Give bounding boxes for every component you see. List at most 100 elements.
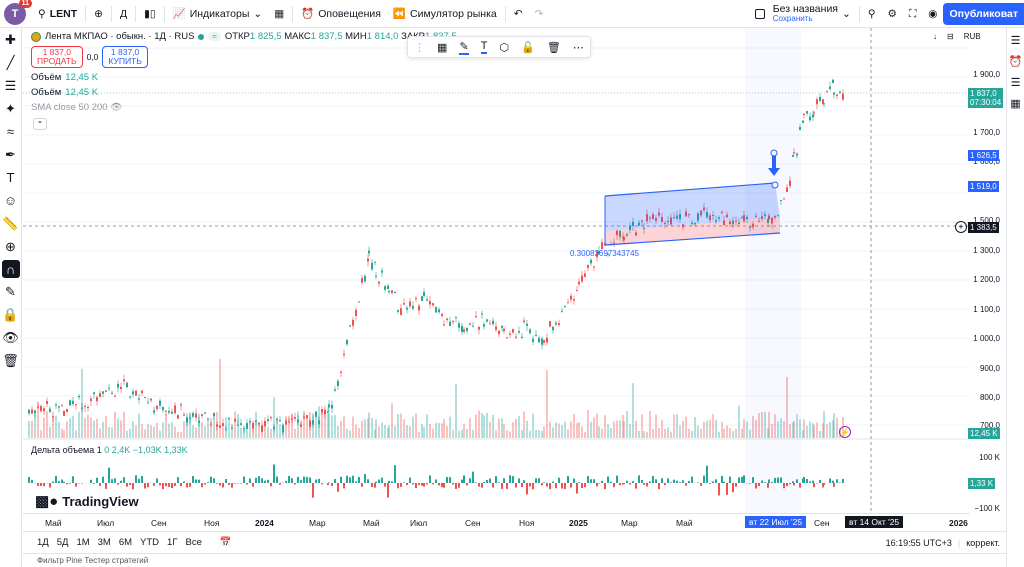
forecast-icon[interactable]: ≈ [6, 124, 15, 139]
eye-hidden-icon[interactable]: 👁 [110, 102, 123, 113]
calendar-icon[interactable]: ▦ [1010, 98, 1021, 110]
volume-bar [649, 410, 651, 438]
candle [515, 336, 517, 338]
brush-icon[interactable]: ✒ [5, 146, 16, 162]
text-icon[interactable]: T [6, 170, 15, 185]
delta-volume-legend[interactable]: Дельта объема 1 0 2,4K −1,03K 1,33K [31, 445, 188, 455]
clock[interactable]: 16:19:55 UTC+3 [885, 538, 952, 548]
candle [294, 417, 296, 419]
quick-search-button[interactable]: ⚲ [862, 0, 882, 28]
lock-drawing-icon[interactable]: ✎ [5, 283, 16, 299]
range-1m[interactable]: 1М [76, 537, 90, 548]
symbol-search[interactable]: ⚲ LENT [32, 0, 83, 28]
sell-button[interactable]: 1 837,0 ПРОДАТЬ [31, 46, 83, 68]
volume-bar [458, 430, 460, 438]
emoji-icon[interactable]: ☺ [3, 193, 18, 208]
templates-icon[interactable]: ▦ [437, 41, 448, 54]
volume-bar [758, 413, 760, 438]
range-5d[interactable]: 5Д [56, 537, 69, 548]
alerts-side-icon[interactable]: ⏰ [1008, 56, 1023, 68]
delta-bar [777, 477, 779, 483]
save-link[interactable]: Сохранить [772, 14, 813, 23]
delta-bar [331, 483, 333, 486]
buy-button[interactable]: 1 837,0 КУПИТЬ [102, 46, 148, 68]
symbol-title[interactable]: Лента МКПАО · обыкн. · 1Д · RUS [45, 31, 195, 42]
settings-button[interactable]: ⚙ [882, 0, 903, 28]
interval-button[interactable]: Д [114, 0, 133, 28]
range-1d[interactable]: 1Д [37, 537, 49, 548]
candle [409, 301, 411, 307]
collapse-legend-button[interactable]: ⌃ [33, 118, 47, 130]
delta-bar [789, 483, 791, 485]
volume-bar [117, 418, 119, 438]
drag-handle-icon[interactable]: ⋮ [414, 41, 426, 54]
chart-pane[interactable]: Лента МКПАО · обыкн. · 1Д · RUS ≈ ОТКР1 … [23, 28, 1004, 531]
range-3m[interactable]: 3М [97, 537, 111, 548]
fill-color-icon[interactable]: ✎ [459, 40, 469, 55]
indicator-volume-1[interactable]: Объём 12,45 K [31, 72, 99, 83]
candle [327, 411, 329, 413]
text-color-icon[interactable]: T [480, 40, 488, 54]
save-layout[interactable]: Без названия Сохранить ⌄ [749, 0, 857, 28]
candle [72, 400, 74, 405]
settings-icon[interactable]: ⬡ [499, 41, 510, 54]
volume-bar [590, 421, 592, 438]
publish-button[interactable]: Опубликоват [943, 3, 1024, 25]
bottom-panel-tabs[interactable]: Фильтр Pine Тестер стратегий [23, 553, 1006, 567]
arrow-down-icon[interactable]: ↓ [933, 32, 937, 41]
tradingview-logo[interactable]: ▩● TradingView [35, 493, 139, 510]
trash-icon[interactable]: 🗑 [2, 352, 19, 368]
watchlist-icon[interactable]: ☰ [1010, 35, 1021, 47]
redo-button[interactable]: ↷ [529, 0, 550, 28]
replay-button[interactable]: ⏪ Симулятор рынка [387, 0, 503, 28]
currency-label[interactable]: RUB [963, 32, 981, 41]
volume-bar [273, 397, 275, 438]
ruler-icon[interactable]: 📏 [2, 215, 19, 231]
trend-line-icon[interactable]: ╱ [6, 54, 15, 70]
layers-icon[interactable]: ☰ [1010, 77, 1021, 89]
delta-bar [210, 476, 212, 483]
delta-axis-label: 100 K [979, 453, 1000, 462]
eye-icon[interactable]: 👁 [2, 329, 19, 345]
lock-icon[interactable]: 🔒 [2, 306, 19, 322]
alerts-button[interactable]: ⏰ Оповещения [295, 0, 387, 28]
crosshair-icon[interactable]: ✚ [5, 31, 16, 47]
goto-date-icon[interactable]: 📅 [219, 537, 232, 548]
lightning-icon[interactable]: ⚡ [839, 426, 851, 438]
fullscreen-button[interactable]: ⛶ [903, 0, 922, 28]
range-6m[interactable]: 6М [118, 537, 133, 548]
collapse-icon[interactable]: ⊟ [947, 32, 954, 41]
more-icon[interactable]: ⋯ [572, 41, 584, 54]
candle [803, 114, 805, 116]
range-ytd[interactable]: YTD [140, 537, 160, 548]
adjust-toggle[interactable]: коррект. [966, 538, 1000, 548]
volume-bar [670, 431, 672, 438]
delta-bar [629, 483, 631, 485]
lock-icon[interactable]: 🔓 [521, 41, 535, 54]
chevron-down-icon: ⌄ [842, 8, 851, 20]
compare-button[interactable]: ⊕ [88, 0, 109, 28]
fib-icon[interactable]: ☰ [4, 77, 17, 93]
delta-bar [564, 483, 566, 490]
user-avatar[interactable]: T 11 [4, 0, 32, 25]
chart-canvas[interactable] [23, 28, 970, 513]
chart-type-button[interactable]: ▮▯ [138, 0, 162, 28]
layouts-button[interactable]: ▦ [268, 0, 290, 28]
zoom-in-icon[interactable]: ⊕ [5, 238, 16, 254]
delta-bar [638, 475, 640, 483]
undo-button[interactable]: ↶ [508, 0, 529, 28]
trash-icon[interactable]: 🗑 [546, 41, 561, 54]
indicators-button[interactable]: 📈 Индикаторы ⌄ [167, 0, 269, 28]
snapshot-button[interactable]: ◉ [922, 0, 943, 28]
delta-bar [168, 483, 170, 487]
pattern-icon[interactable]: ✦ [5, 100, 16, 116]
magnet-icon[interactable]: ∩ [1, 260, 20, 278]
indicator-sma[interactable]: SMA close 50 200 👁 [31, 102, 123, 113]
volume-bar [180, 431, 182, 438]
indicator-volume-2[interactable]: Объём 12,45 K [31, 87, 99, 98]
delta-bar [573, 478, 575, 483]
range-all[interactable]: Все [185, 537, 202, 548]
range-1y[interactable]: 1Г [167, 537, 178, 548]
add-alert-icon[interactable]: + [955, 221, 967, 233]
time-axis[interactable]: Май Июл Сен Ноя 2024 Мар Май Июл Сен Ноя… [23, 513, 970, 531]
